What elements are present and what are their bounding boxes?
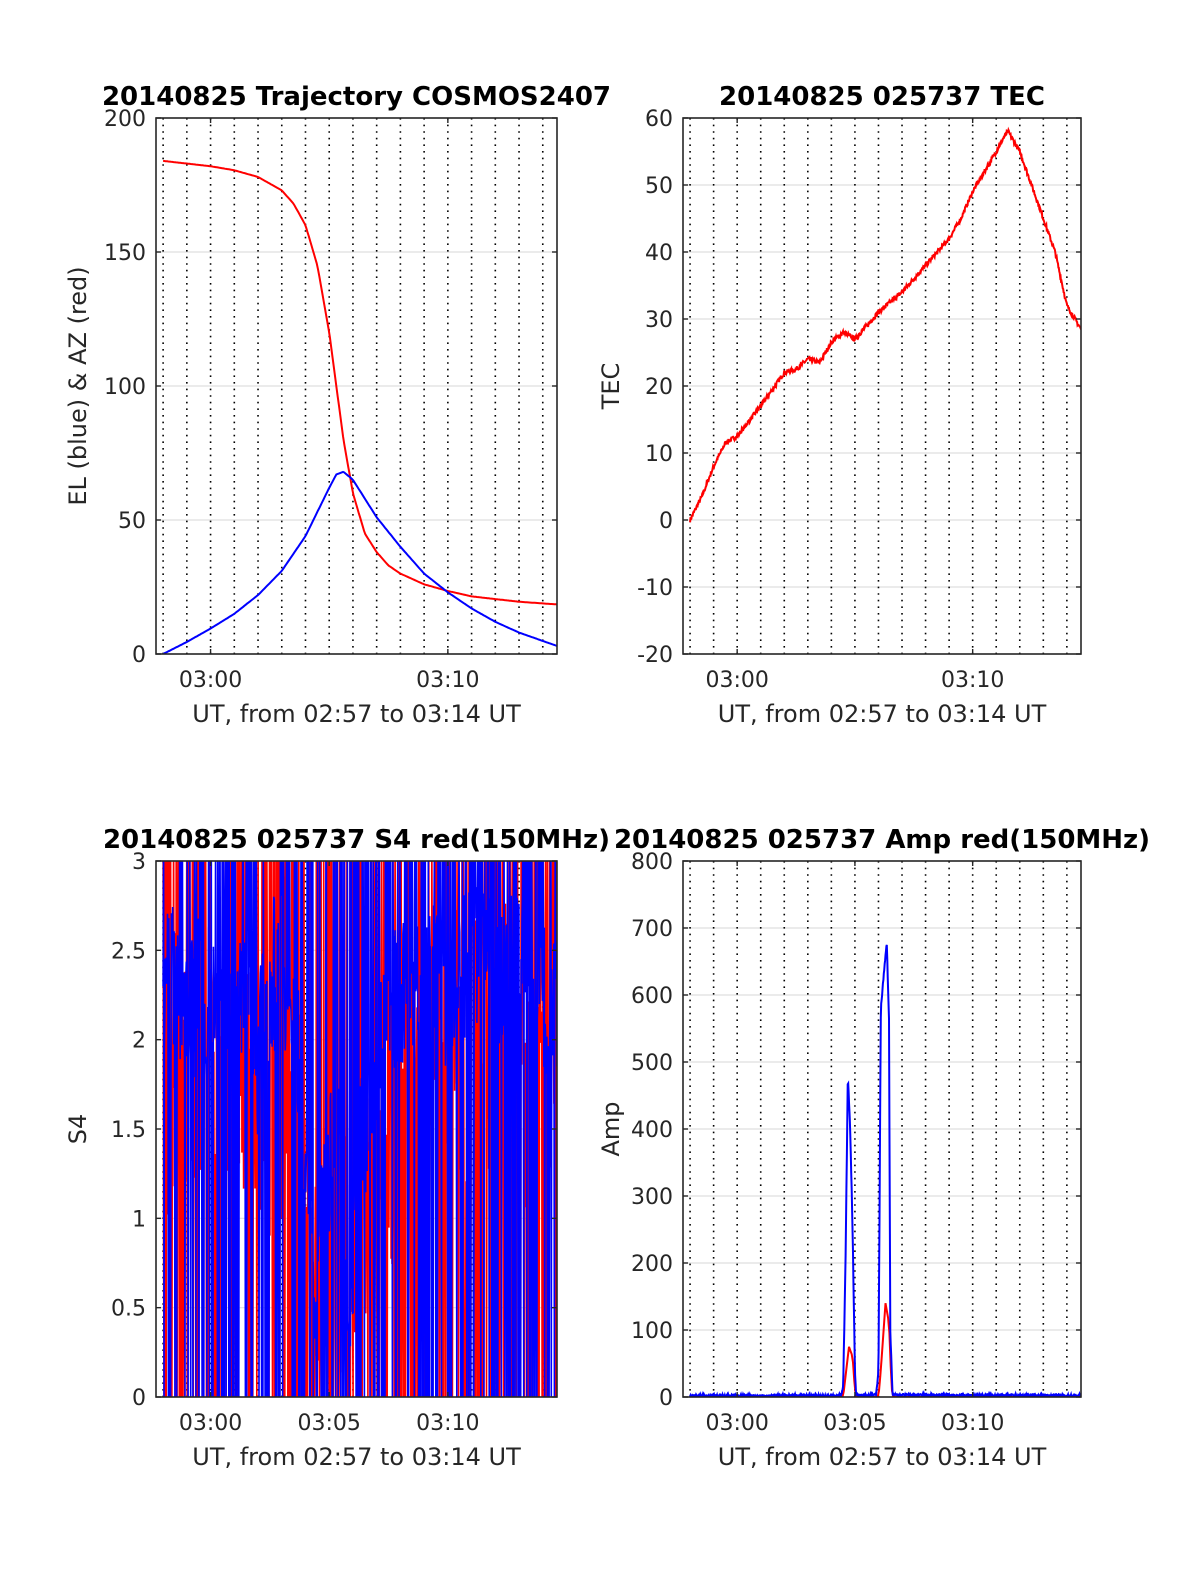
chart-panel-1: 0 50 100 150 200 03:00 03:10 20140825 Trajector… <box>64 82 611 728</box>
x-axis-label: UT, from 02:57 to 03:14 UT <box>718 1443 1047 1471</box>
y-tick-label: 500 <box>631 1051 673 1076</box>
series-line-1 <box>163 159 557 606</box>
y-tick-label: 400 <box>631 1118 673 1143</box>
series-group <box>162 861 557 1397</box>
x-tick-label: 03:00 <box>179 1411 242 1436</box>
x-tick-label: 03:10 <box>941 1411 1004 1436</box>
y-tick-label: 1 <box>132 1207 146 1232</box>
chart-title: 20140825 Trajectory COSMOS2407 <box>102 82 611 112</box>
x-tick-label: 03:10 <box>941 668 1004 693</box>
x-tick-label: 03:05 <box>823 1411 886 1436</box>
y-axis-label: S4 <box>64 1114 92 1145</box>
x-tick-label: 03:00 <box>705 668 768 693</box>
chart-panel-4: 0 100 200 300 400 500 600 700 800 03:00 03:05 03:10… <box>597 825 1150 1471</box>
series-line-2 <box>162 470 557 654</box>
series-group <box>162 159 557 654</box>
y-tick-label: 2.5 <box>111 939 146 964</box>
y-tick-label: 60 <box>645 107 673 132</box>
y-tick-label: 40 <box>645 241 673 266</box>
chart-title: 20140825 025737 TEC <box>719 82 1045 112</box>
series-line-1 <box>690 1303 1081 1397</box>
x-tick-label: 03:00 <box>705 1411 768 1436</box>
y-tick-label: 150 <box>104 241 146 266</box>
y-tick-label: 1.5 <box>111 1118 146 1143</box>
x-axis-label: UT, from 02:57 to 03:14 UT <box>718 700 1047 728</box>
y-tick-label: 20 <box>645 375 673 400</box>
y-tick-label: 600 <box>631 984 673 1009</box>
y-tick-label: 300 <box>631 1185 673 1210</box>
y-tick-label: 100 <box>104 375 146 400</box>
y-tick-label: 0 <box>659 509 673 534</box>
x-tick-label: 03:10 <box>416 1411 479 1436</box>
y-tick-label: 0 <box>132 643 146 668</box>
x-tick-label: 03:00 <box>179 668 242 693</box>
y-tick-label: 10 <box>645 442 673 467</box>
x-axis-label: UT, from 02:57 to 03:14 UT <box>192 1443 521 1471</box>
y-tick-label: 200 <box>104 107 146 132</box>
series-group <box>689 944 1081 1397</box>
chart-panel-3: 0 0.5 1 1.5 2 2.5 3 03:00 03:05 03:10 20140825 025… <box>64 825 610 1471</box>
y-tick-label: -20 <box>637 643 673 668</box>
y-tick-label: 2 <box>132 1029 146 1054</box>
series-line-2 <box>162 861 557 1397</box>
series-group <box>689 126 1081 523</box>
chart-title: 20140825 025737 S4 red(150MHz) <box>103 825 610 855</box>
series-line-2 <box>689 944 1081 1397</box>
y-axis-label: EL (blue) & AZ (red) <box>64 266 92 505</box>
y-tick-label: 700 <box>631 917 673 942</box>
y-tick-label: 100 <box>631 1319 673 1344</box>
y-tick-label: 0.5 <box>111 1297 146 1322</box>
x-axis-label: UT, from 02:57 to 03:14 UT <box>192 700 521 728</box>
x-tick-label: 03:10 <box>416 668 479 693</box>
y-axis-label: Amp <box>597 1101 625 1156</box>
chart-panel-2: -20 -10 0 10 20 30 40 50 60 03:00 03:10 20140825 02… <box>597 82 1082 728</box>
y-tick-label: -10 <box>637 576 673 601</box>
y-tick-label: 50 <box>645 174 673 199</box>
y-axis-label: TEC <box>597 363 625 411</box>
y-tick-label: 0 <box>132 1386 146 1411</box>
y-tick-label: 200 <box>631 1252 673 1277</box>
chart-title: 20140825 025737 Amp red(150MHz) <box>614 825 1150 855</box>
y-tick-label: 800 <box>631 850 673 875</box>
x-tick-label: 03:05 <box>298 1411 361 1436</box>
y-tick-label: 30 <box>645 308 673 333</box>
series-line-1 <box>689 126 1081 523</box>
y-tick-label: 50 <box>118 509 146 534</box>
y-tick-label: 0 <box>659 1386 673 1411</box>
y-tick-label: 3 <box>132 850 146 875</box>
